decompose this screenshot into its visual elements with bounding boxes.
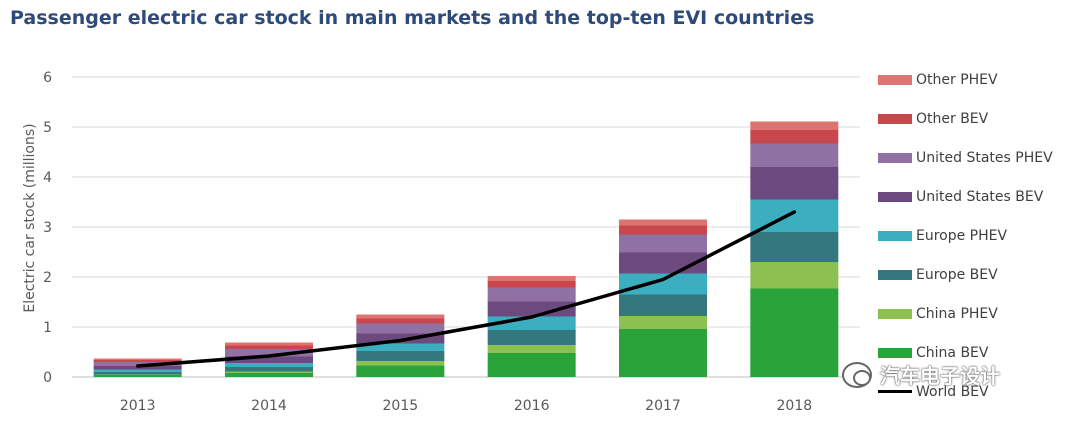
y-axis-label: Electric car stock (millions) xyxy=(22,123,38,312)
legend-swatch xyxy=(878,74,912,85)
legend-item: Europe BEV xyxy=(878,255,1053,294)
bar-segment-europe-bev xyxy=(750,232,839,262)
x-tick-label: 2014 xyxy=(251,398,287,414)
legend-label: World BEV xyxy=(916,383,989,400)
y-tick-label: 4 xyxy=(43,170,52,186)
bar-segment-china-bev xyxy=(93,375,182,377)
legend-item: United States BEV xyxy=(878,177,1053,216)
y-tick-label: 1 xyxy=(43,320,52,336)
legend-label: United States BEV xyxy=(916,188,1044,205)
legend-swatch xyxy=(878,230,912,241)
y-tick-label: 6 xyxy=(43,70,52,86)
bar-segment-china-phev xyxy=(225,371,313,373)
bar-segment-china-bev xyxy=(225,373,313,377)
bar-segment-europe-bev xyxy=(93,372,182,375)
bar-segment-other-bev xyxy=(225,345,313,349)
series-line-world-bev xyxy=(135,210,797,368)
y-tick-label: 2 xyxy=(43,270,52,286)
legend-label: China PHEV xyxy=(916,305,998,322)
x-tick-label: 2015 xyxy=(383,398,419,414)
y-tick-label: 3 xyxy=(43,220,52,236)
y-tick-label: 5 xyxy=(43,120,52,136)
bar-segment-europe-phev xyxy=(619,273,707,295)
y-axis-ticks: 0 1 2 3 4 5 6 xyxy=(43,70,52,386)
legend-swatch xyxy=(878,390,912,393)
bar-segment-united-states-phev xyxy=(356,323,445,334)
bar-segment-united-states-bev xyxy=(487,301,576,317)
bar-segment-china-phev xyxy=(619,316,707,329)
bar-segment-other-phev xyxy=(487,276,576,281)
bar-segment-united-states-phev xyxy=(225,349,313,357)
legend-item: Other PHEV xyxy=(878,60,1053,99)
bar-segment-other-bev xyxy=(750,130,839,144)
chart-legend: Other PHEV Other BEV United States PHEV Uni… xyxy=(878,60,1053,411)
x-tick-label: 2017 xyxy=(645,398,681,414)
legend-label: China BEV xyxy=(916,344,989,361)
x-tick-label: 2018 xyxy=(777,398,813,414)
bar-segment-china-bev xyxy=(750,288,839,377)
bar-segment-united-states-phev xyxy=(619,234,707,253)
chart-title: Passenger electric car stock in main mar… xyxy=(10,7,815,29)
legend-swatch xyxy=(878,113,912,124)
bar-segment-china-phev xyxy=(356,361,445,366)
bar-segment-other-phev xyxy=(93,358,182,360)
y-tick-label: 0 xyxy=(43,370,52,386)
bar-segment-china-bev xyxy=(619,329,707,377)
bar-segment-united-states-bev xyxy=(93,366,182,370)
legend-label: Europe PHEV xyxy=(916,227,1008,244)
bar-segment-europe-bev xyxy=(619,294,707,316)
legend-item: Other BEV xyxy=(878,99,1053,138)
legend-swatch xyxy=(878,152,912,163)
bar-segment-united-states-bev xyxy=(356,333,445,344)
bar-segment-united-states-phev xyxy=(487,287,576,302)
legend-swatch xyxy=(878,308,912,319)
gridlines xyxy=(72,76,860,378)
x-axis-ticks: 2013 2014 2015 2016 2017 2018 xyxy=(120,398,812,414)
legend-label: Other BEV xyxy=(916,110,989,127)
bar-segment-other-bev xyxy=(487,281,576,288)
bar-segment-united-states-bev xyxy=(225,356,313,363)
legend-item: United States PHEV xyxy=(878,138,1053,177)
bars xyxy=(93,121,839,377)
legend-item: China PHEV xyxy=(878,294,1053,333)
legend-label: United States PHEV xyxy=(916,149,1053,166)
bar-segment-europe-bev xyxy=(356,351,445,361)
bar-segment-united-states-bev xyxy=(750,167,839,200)
bar-segment-china-bev xyxy=(356,365,445,377)
bar-segment-europe-phev xyxy=(356,343,445,351)
bar-segment-china-phev xyxy=(487,345,576,353)
watermark-text: 汽车电子设计 xyxy=(880,364,1000,388)
x-tick-label: 2013 xyxy=(120,398,156,414)
wechat-icon xyxy=(842,361,872,388)
bar-segment-other-bev xyxy=(356,318,445,324)
bar-segment-other-phev xyxy=(619,219,707,226)
legend-item: Europe PHEV xyxy=(878,216,1053,255)
bar-segment-other-bev xyxy=(93,360,182,362)
bar-segment-united-states-phev xyxy=(93,362,182,366)
bar-segment-united-states-phev xyxy=(750,143,839,167)
legend-item: World BEV xyxy=(878,372,1053,411)
bar-segment-china-bev xyxy=(487,353,576,377)
bar-segment-other-phev xyxy=(356,314,445,319)
bar-segment-other-phev xyxy=(225,342,313,346)
watermark: 汽车电子设计 xyxy=(842,360,1000,389)
bar-segment-other-phev xyxy=(750,121,839,130)
legend-item: China BEV xyxy=(878,333,1053,372)
legend-swatch xyxy=(878,269,912,280)
bar-segment-europe-phev xyxy=(93,369,182,372)
bar-segment-europe-bev xyxy=(487,330,576,345)
bar-segment-china-phev xyxy=(93,374,182,375)
legend-label: Other PHEV xyxy=(916,71,998,88)
legend-label: Europe BEV xyxy=(916,266,998,283)
bar-segment-europe-bev xyxy=(225,367,313,372)
bar-segment-china-phev xyxy=(750,262,839,289)
bar-segment-europe-phev xyxy=(225,363,313,367)
x-tick-label: 2016 xyxy=(514,398,550,414)
bar-segment-other-bev xyxy=(619,225,707,235)
legend-swatch xyxy=(878,347,912,358)
legend-swatch xyxy=(878,191,912,202)
world-bev-line xyxy=(135,210,797,368)
